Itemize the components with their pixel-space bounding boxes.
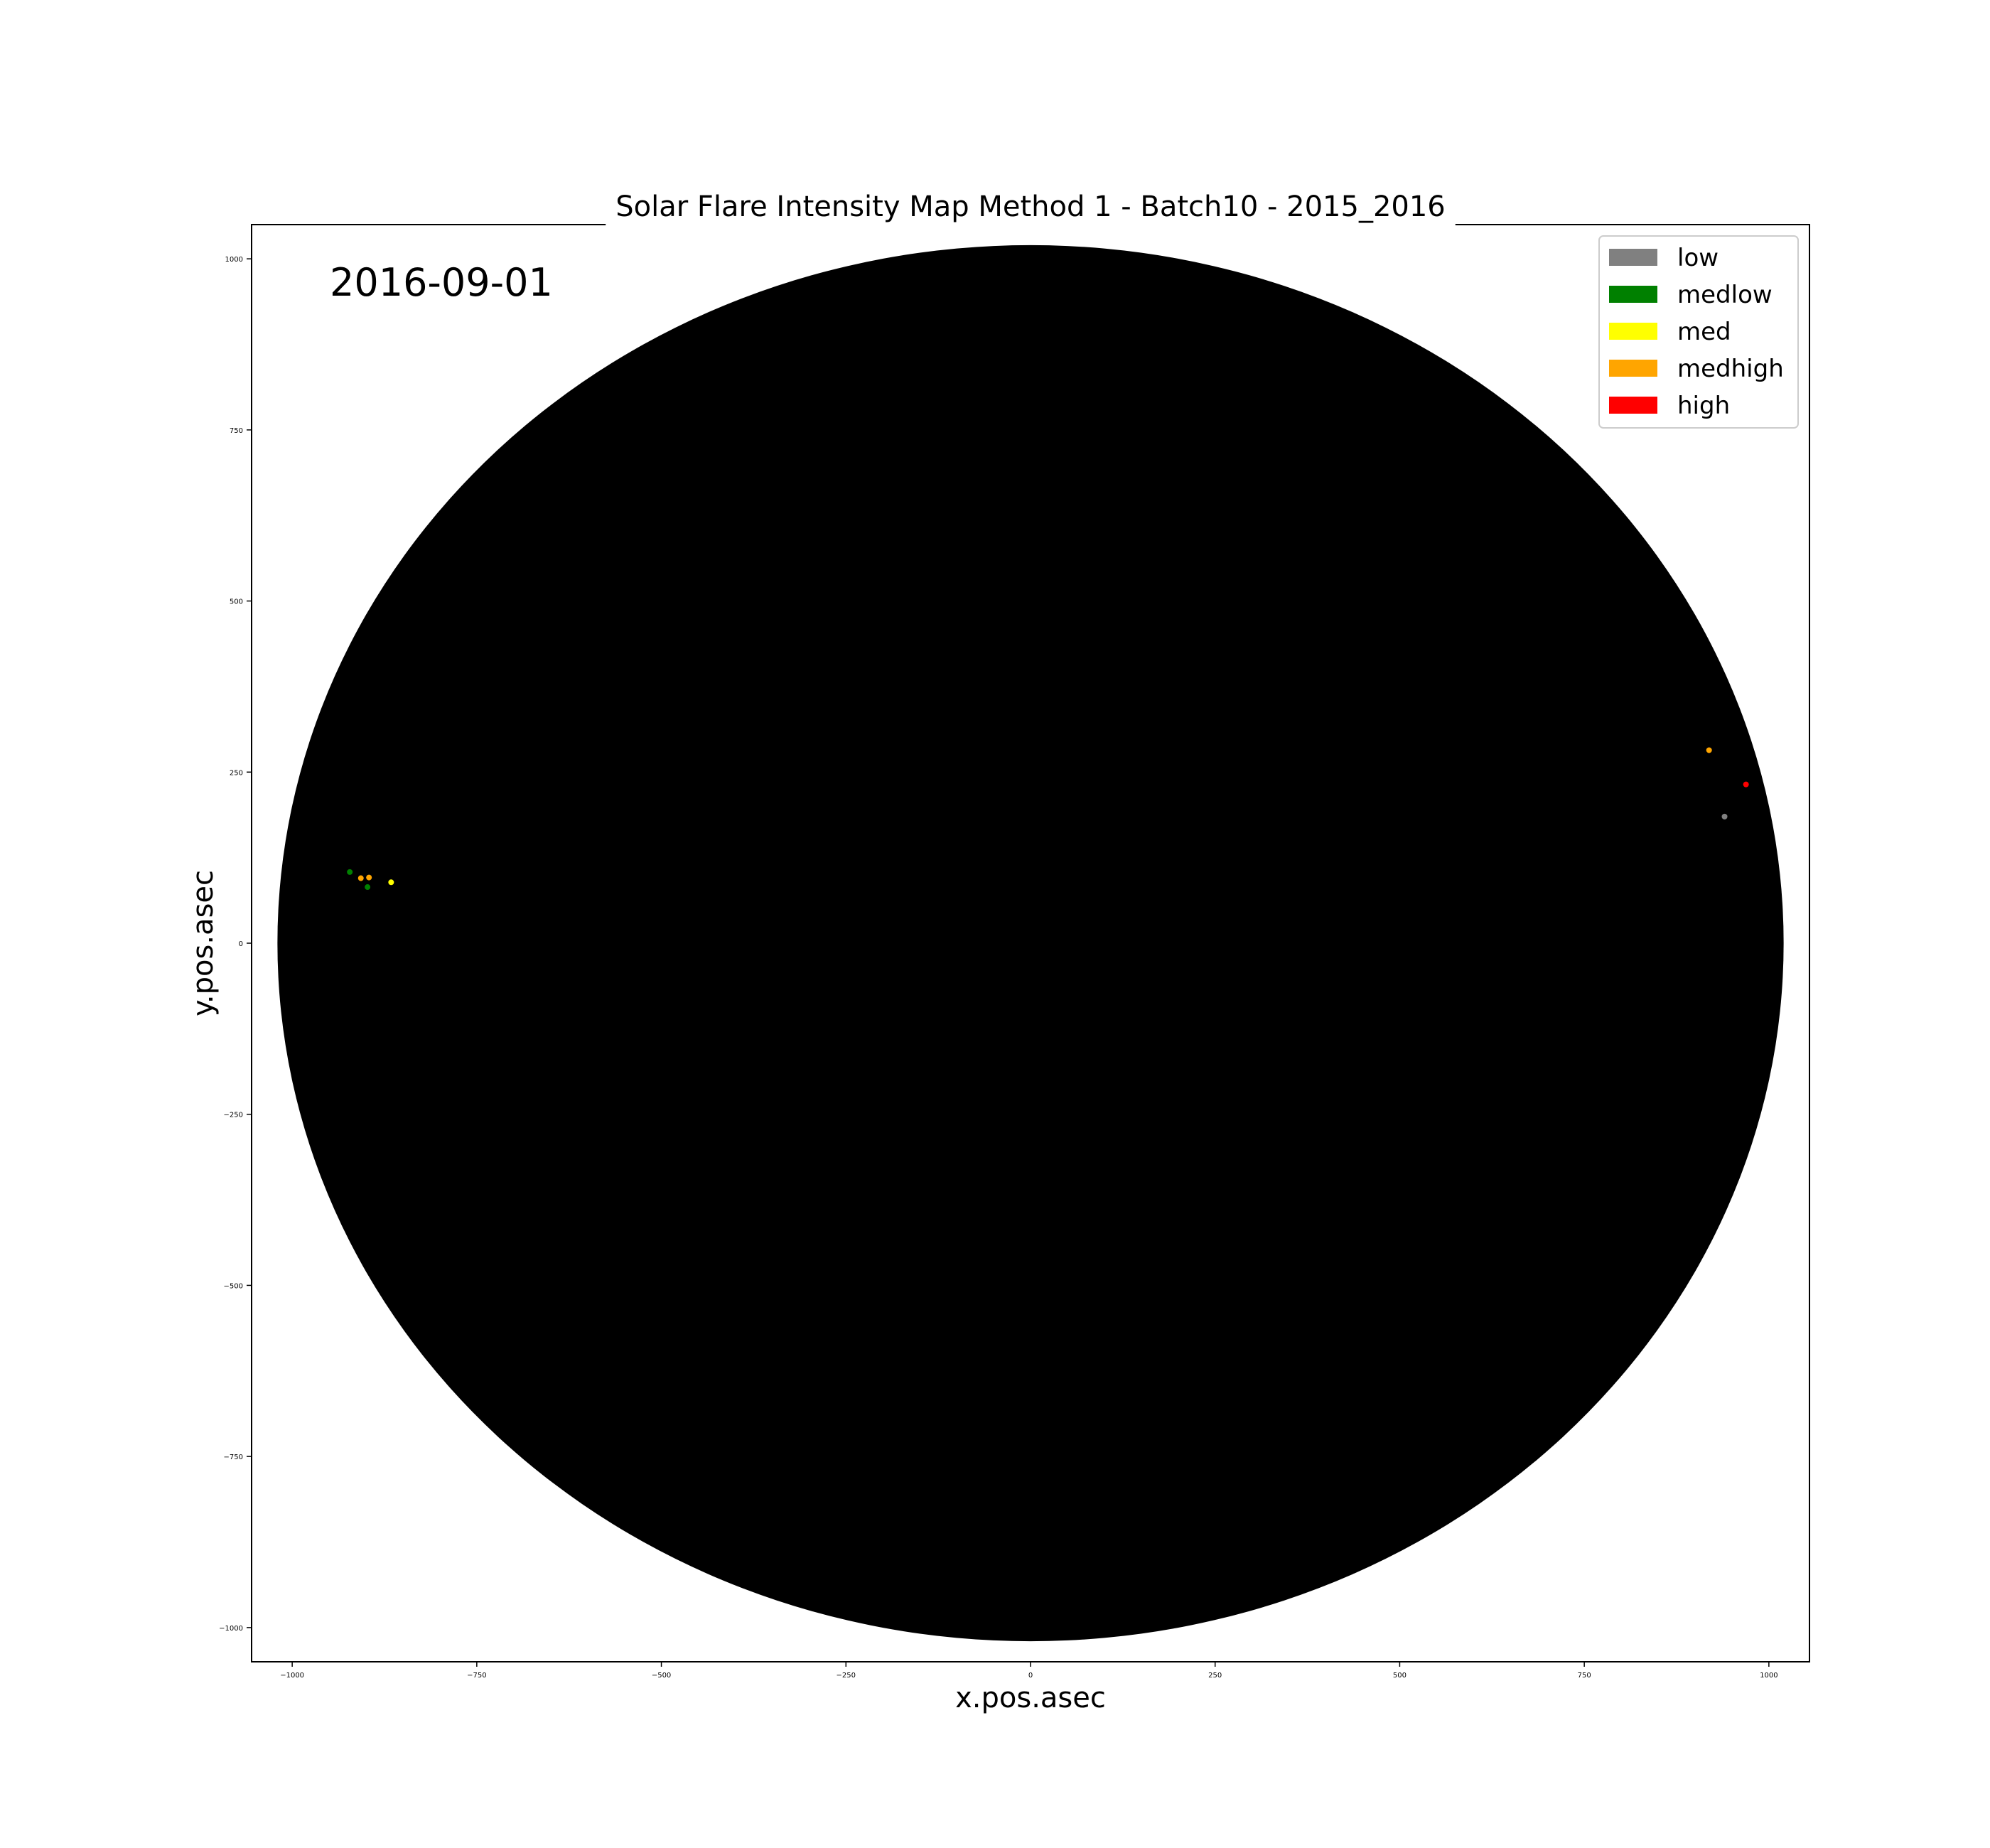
legend-box	[1598, 235, 1799, 429]
legend-label-high: high	[1677, 392, 1730, 420]
y-axis-ticks: −1000 −750 −500 −250 0 250 500 750 1000	[219, 256, 252, 1633]
y-tick-label: 500	[230, 598, 243, 606]
x-tick-label: −250	[837, 1672, 856, 1680]
legend-label-medhigh: medhigh	[1677, 355, 1784, 383]
flare-point-medlow	[347, 869, 353, 875]
y-tick-label: −1000	[219, 1625, 243, 1633]
x-axis-ticks: −1000 −750 −500 −250 0 250 500 750 1000	[280, 1662, 1778, 1680]
x-tick-label: −500	[652, 1672, 671, 1680]
flare-point-medhigh	[357, 875, 364, 881]
x-tick-label: 1000	[1760, 1672, 1777, 1680]
chart-title: Solar Flare Intensity Map Method 1 - Bat…	[615, 190, 1446, 223]
x-tick-label: −750	[467, 1672, 486, 1680]
x-axis-label: x.pos.asec	[955, 1682, 1106, 1714]
y-axis-label: y.pos.asec	[187, 870, 220, 1016]
y-tick-label: 0	[239, 940, 243, 948]
x-tick-label: 500	[1393, 1672, 1407, 1680]
y-tick-label: 250	[230, 769, 243, 777]
solar-disk	[277, 245, 1784, 1642]
flare-point-high	[1743, 781, 1749, 788]
legend: low medlow med medhigh high	[1598, 235, 1799, 429]
solar-disk-layer	[277, 245, 1784, 1642]
date-annotation: 2016-09-01	[330, 260, 553, 305]
legend-swatch-medlow	[1609, 286, 1657, 303]
legend-swatch-high	[1609, 397, 1657, 414]
legend-swatch-low	[1609, 249, 1657, 266]
flare-points-layer	[347, 747, 1749, 891]
x-tick-label: 0	[1028, 1672, 1033, 1680]
y-tick-label: −500	[224, 1282, 243, 1290]
legend-label-med: med	[1677, 318, 1731, 346]
y-tick-label: −250	[224, 1112, 243, 1119]
x-tick-label: 250	[1208, 1672, 1222, 1680]
legend-swatch-med	[1609, 323, 1657, 340]
flare-point-low	[1721, 813, 1728, 820]
flare-point-medhigh	[1706, 747, 1712, 753]
legend-swatch-medhigh	[1609, 360, 1657, 377]
title-background	[606, 188, 1456, 226]
y-tick-label: 1000	[225, 256, 243, 264]
flare-point-medlow	[365, 884, 371, 891]
x-tick-label: 750	[1578, 1672, 1591, 1680]
flare-point-med	[388, 879, 394, 886]
legend-label-low: low	[1677, 244, 1719, 272]
flare-point-medhigh	[366, 874, 372, 881]
y-tick-label: −750	[224, 1454, 243, 1461]
legend-label-medlow: medlow	[1677, 281, 1773, 309]
x-tick-label: −1000	[280, 1672, 304, 1680]
y-tick-label: 750	[230, 427, 243, 435]
